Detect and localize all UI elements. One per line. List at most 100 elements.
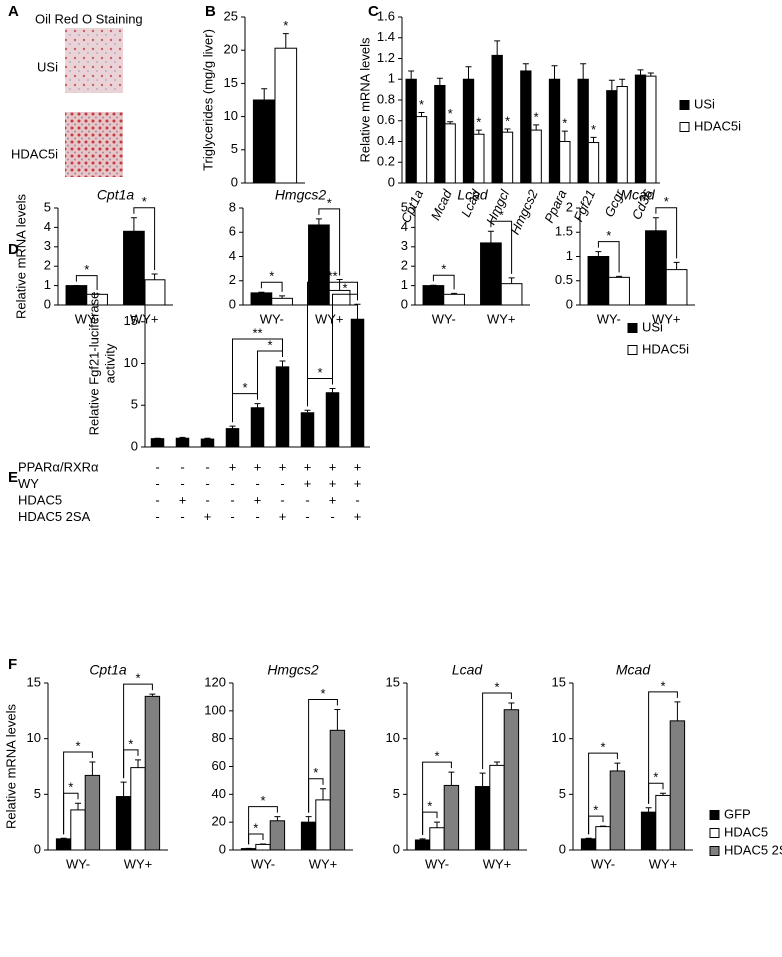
significance-bracket	[318, 208, 341, 276]
bar	[640, 811, 657, 851]
bar	[308, 224, 330, 306]
error-bar	[479, 772, 486, 787]
significance-bracket	[597, 241, 620, 273]
error-bar	[261, 88, 268, 100]
bar	[501, 131, 514, 184]
y-tick-label: 0.2	[377, 154, 395, 169]
bar	[443, 784, 460, 851]
error-bar	[608, 79, 615, 91]
error-bar	[637, 69, 644, 76]
y-tick-label: 10	[224, 108, 238, 123]
error-bar	[595, 251, 602, 257]
bar	[645, 75, 657, 184]
condition-mark: +	[304, 476, 312, 491]
y-tick-label: 0.8	[377, 91, 395, 106]
bar	[429, 827, 445, 851]
error-bar	[151, 273, 158, 280]
y-tick-label: 20	[212, 814, 226, 829]
condition-mark: -	[155, 492, 159, 507]
x-tick-label: WY-	[260, 311, 284, 326]
significance-bracket	[307, 281, 358, 407]
x-tick-label: WY-	[591, 856, 615, 871]
y-tick-label: 4	[401, 219, 408, 234]
bar	[587, 256, 610, 306]
bar	[580, 838, 597, 851]
y-tick-label: 0.5	[555, 272, 573, 287]
y-tick-label: 1	[388, 71, 395, 86]
y-tick-label: 10	[386, 730, 400, 745]
y-tick-label: 0	[229, 296, 236, 311]
legend-label: HDAC5	[724, 824, 768, 839]
significance-bracket	[260, 281, 283, 292]
bar	[500, 283, 523, 306]
error-bar	[304, 409, 311, 413]
significance-bracket	[655, 207, 678, 259]
error-bar	[673, 261, 680, 270]
error-bar	[204, 437, 211, 440]
legend-label: GFP	[724, 806, 751, 821]
x-tick-label: WY+	[487, 311, 516, 326]
bar	[350, 318, 365, 448]
y-tick-label: 1	[566, 248, 573, 263]
y-tick-label: 2	[44, 258, 51, 273]
error-bar	[135, 759, 141, 768]
bar	[520, 70, 532, 184]
y-tick-label: 2	[229, 272, 236, 287]
bar	[84, 774, 101, 851]
bar	[473, 133, 485, 184]
error-bar	[130, 217, 137, 232]
significance-bracket	[232, 338, 283, 423]
chart-title: Cpt1a	[97, 187, 135, 203]
condition-mark: -	[255, 509, 259, 524]
bar	[669, 720, 686, 851]
bar	[250, 407, 265, 448]
significance: *	[499, 208, 504, 223]
significance: *	[593, 803, 598, 818]
legend-label: HDAC5i	[642, 341, 689, 356]
bar	[315, 799, 331, 851]
y-tick-label: 3	[401, 238, 408, 253]
significance: *	[664, 194, 669, 209]
error-bar	[274, 816, 281, 821]
significance-bracket	[248, 806, 278, 845]
condition-mark: -	[155, 459, 159, 474]
bar	[608, 276, 630, 306]
y-axis-label: Relative Fgf21-luciferase	[86, 292, 101, 436]
y-tick-label: 80	[212, 730, 226, 745]
panel-label: D	[8, 241, 19, 258]
error-bar	[616, 275, 623, 278]
significance-bracket	[75, 275, 98, 290]
bar	[405, 78, 417, 184]
significance: **	[327, 269, 337, 284]
y-tick-label: 0	[401, 296, 408, 311]
significance-bracket	[248, 833, 264, 845]
x-tick-label: Mcad	[428, 187, 455, 223]
x-tick-label: WY-	[432, 311, 456, 326]
y-tick-label: 1.4	[377, 29, 395, 44]
error-bar	[494, 40, 501, 56]
legend-swatch	[709, 846, 720, 856]
bar	[595, 826, 611, 851]
significance: *	[283, 18, 288, 33]
error-bar	[89, 761, 96, 776]
bar	[65, 285, 88, 306]
significance: *	[327, 195, 332, 210]
error-bar	[674, 701, 681, 721]
bar	[462, 78, 475, 184]
error-bar	[447, 121, 454, 124]
error-bar	[533, 124, 540, 131]
bar	[150, 438, 165, 448]
bar	[606, 90, 618, 184]
x-tick-label: WY-	[66, 856, 90, 871]
condition-mark: -	[155, 476, 159, 491]
condition-mark: +	[354, 509, 362, 524]
y-tick-label: 1	[44, 277, 51, 292]
chart-title: Mcad	[620, 187, 655, 203]
y-tick-label: 0	[559, 841, 566, 856]
bar	[414, 839, 431, 851]
y-tick-label: 10	[124, 355, 138, 370]
significance-bracket	[490, 220, 513, 274]
y-tick-label: 25	[224, 8, 238, 23]
y-tick-label: 1.2	[377, 50, 395, 65]
chart-title: Mcad	[616, 662, 651, 678]
